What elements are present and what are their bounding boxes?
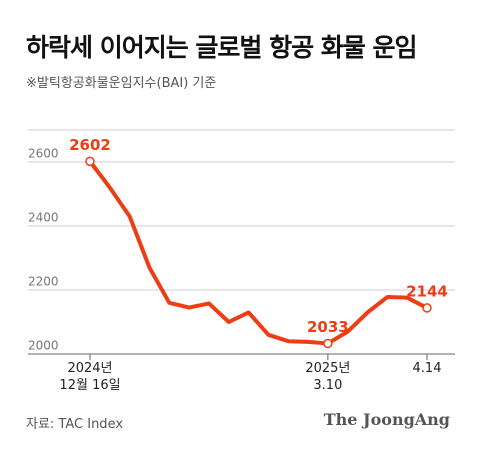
point [85, 156, 95, 167]
data-label: 2602 [69, 136, 111, 154]
chart-title: 하락세 이어지는 글로벌 항공 화물 운임 [26, 33, 418, 62]
point [323, 338, 333, 349]
line [88, 159, 429, 346]
y-tick-label: 2400 [28, 211, 59, 225]
x-tick-label: 2024년 12월 16일 [59, 361, 121, 393]
data-label: 2144 [406, 282, 448, 300]
data-label: 2033 [307, 318, 349, 336]
source: 자료: TAC Index [26, 417, 124, 432]
x-tick-label: 4.14 [412, 361, 442, 376]
subtitle: ※발틱항공화물운임지수(BAI) 기준 [26, 76, 217, 91]
y-tick-label: 2000 [28, 339, 59, 353]
x-tick-label: 2025년 3.10 [305, 361, 351, 393]
brand: The JoongAng [323, 410, 450, 429]
y-tick-label: 2600 [28, 147, 59, 161]
point [422, 303, 432, 313]
y-tick-label: 2200 [28, 275, 59, 289]
